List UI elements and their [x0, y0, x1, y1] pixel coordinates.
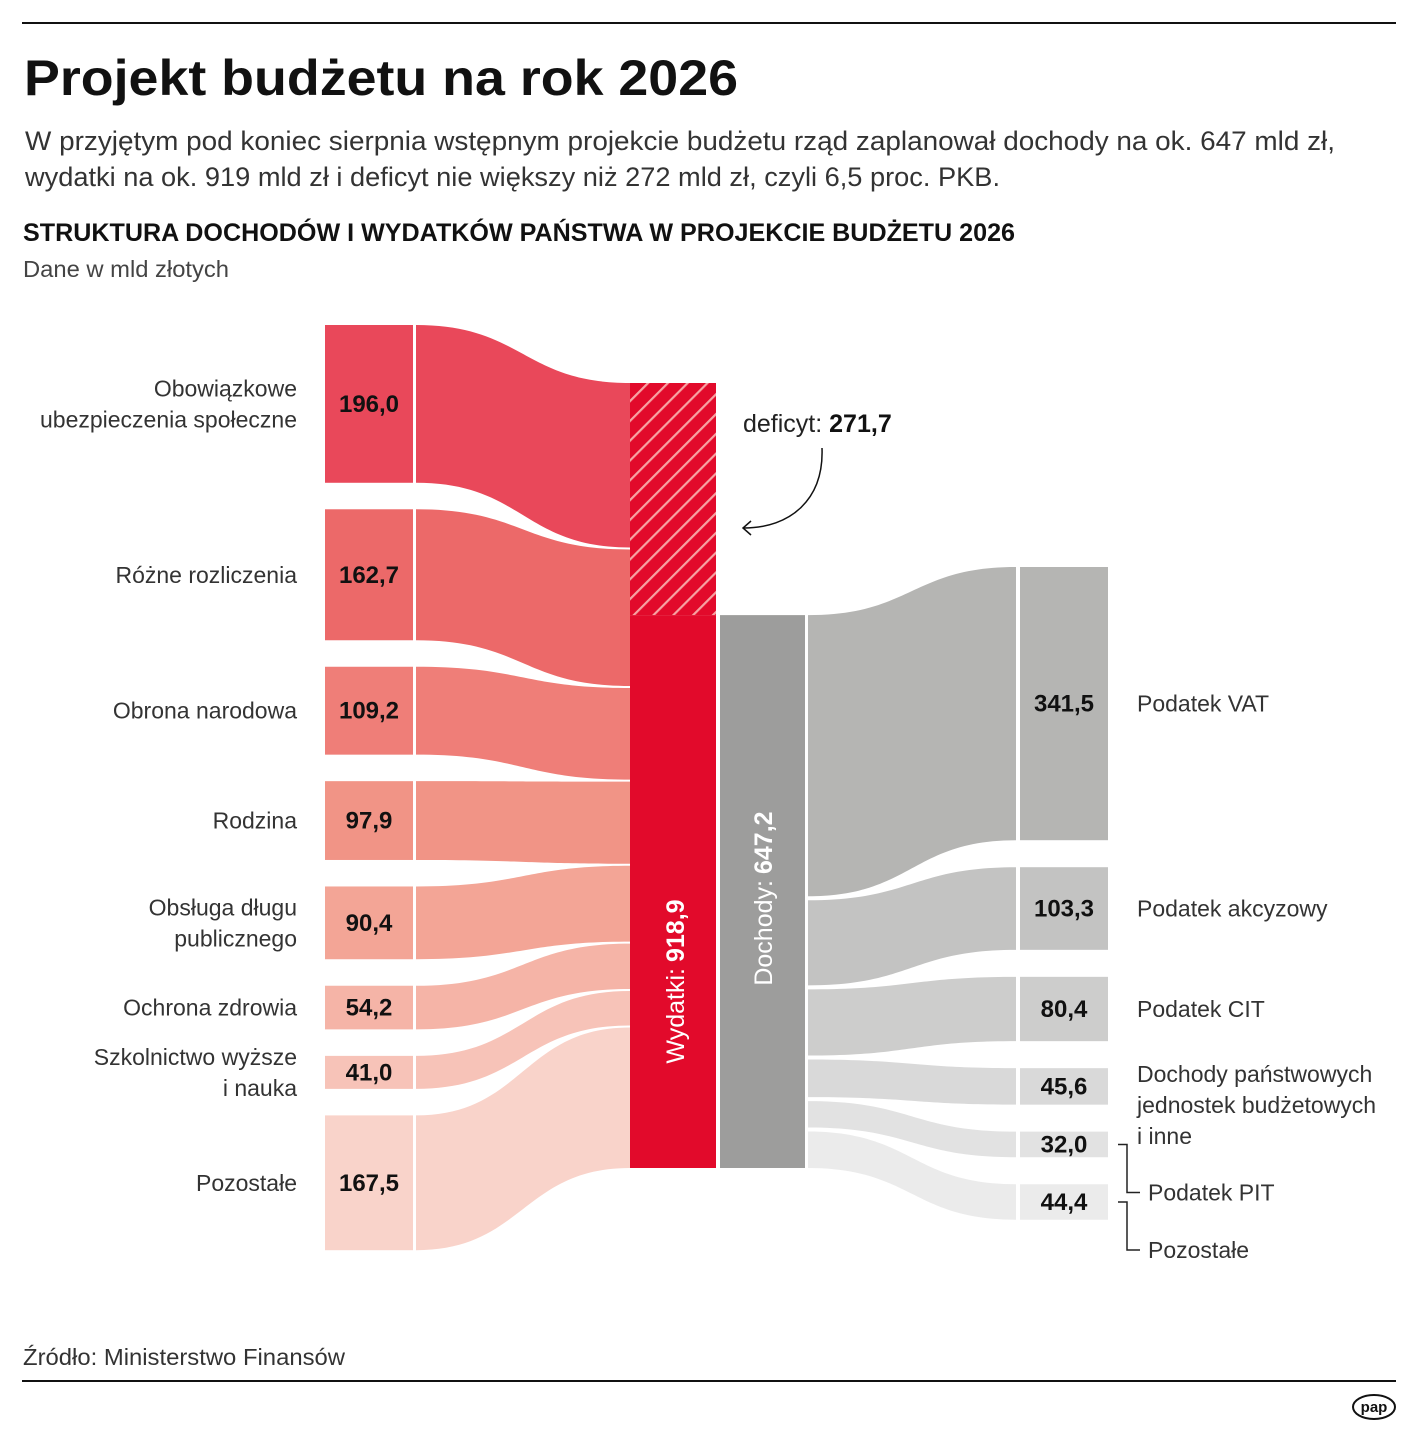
income-node — [1020, 1068, 1108, 1105]
income-node — [1020, 1184, 1108, 1220]
deficit-label: deficyt: 271,7 — [743, 410, 892, 438]
expense-node — [325, 325, 413, 483]
expense-node — [325, 1055, 413, 1089]
expense-flow — [416, 865, 630, 960]
income-total-label: Dochody: 647,2 — [750, 811, 778, 985]
expense-node — [325, 666, 413, 755]
income-flow — [808, 976, 1016, 1056]
expense-category-label: publicznego — [174, 925, 297, 951]
deficit-bar — [630, 383, 716, 616]
income-flow — [808, 1101, 1016, 1158]
income-total-bar — [720, 615, 805, 1168]
income-total-value: 647,2 — [750, 811, 778, 874]
income-node — [1020, 867, 1108, 950]
expense-category-label: Ochrona zdrowia — [123, 995, 297, 1021]
expense-category-label: Rodzina — [213, 808, 298, 834]
expenses-total-value: 918,9 — [662, 899, 690, 962]
expense-category-label: Obowiązkowe — [154, 375, 297, 401]
subtitle-line-2: wydatki na ok. 919 mld zł i deficyt nie … — [24, 162, 1000, 192]
income-flow — [808, 867, 1016, 986]
chart-heading: STRUKTURA DOCHODÓW I WYDATKÓW PAŃSTWA W … — [23, 217, 1015, 247]
expense-value-label: 54,2 — [346, 995, 393, 1022]
income-value-label: 80,4 — [1041, 996, 1088, 1023]
expense-value-label: 41,0 — [346, 1059, 393, 1086]
expense-category-label: i nauka — [223, 1075, 297, 1101]
expenses-total-text: Wydatki: — [662, 968, 690, 1064]
page-title: Projekt budżetu na rok 2026 — [24, 50, 738, 106]
income-category-label: i inne — [1137, 1123, 1192, 1149]
income-value-label: 44,4 — [1041, 1189, 1088, 1216]
unit-note: Dane w mld złotych — [23, 256, 229, 282]
income-value-label: 103,3 — [1034, 896, 1094, 923]
expense-category-label: Szkolnictwo wyższe — [94, 1044, 297, 1070]
income-node — [1020, 567, 1108, 841]
source-note: Źródło: Ministerstwo Finansów — [23, 1344, 345, 1370]
expense-category-label: Różne rozliczenia — [115, 562, 297, 588]
expense-value-label: 109,2 — [339, 698, 399, 725]
income-flow — [808, 1059, 1016, 1105]
expense-value-label: 97,9 — [346, 808, 393, 835]
deficit-value: 271,7 — [829, 410, 892, 438]
expense-category-label: Obrona narodowa — [113, 698, 297, 724]
expense-flow — [416, 991, 630, 1089]
deficit-arrowhead-icon — [741, 520, 752, 536]
income-category-label: jednostek budżetowych — [1136, 1092, 1376, 1118]
deficit-annotation: deficyt: 271,7 — [741, 410, 892, 536]
expense-node — [325, 1115, 413, 1251]
income-flow — [808, 1131, 1016, 1220]
expense-node — [325, 509, 413, 641]
expense-flow — [416, 781, 630, 864]
income-category-label: Dochody państwowych — [1137, 1061, 1372, 1087]
expense-flow — [416, 943, 630, 1030]
expenses-total-bar — [630, 615, 716, 1168]
expenses-total-label: Wydatki: 918,9 — [662, 899, 690, 1063]
expense-flow — [416, 1027, 630, 1251]
income-category-label: Podatek PIT — [1148, 1179, 1275, 1205]
sankey-chart: 196,0 Obowiązkowe ubezpieczenia społeczne 1… — [40, 325, 1376, 1263]
expense-category-label: Obsługa długu — [149, 894, 297, 920]
expense-node — [325, 886, 413, 960]
expense-category-label: ubezpieczenia społeczne — [40, 406, 297, 432]
expense-value-label: 196,0 — [339, 391, 399, 418]
income-category-label: Pozostałe — [1148, 1237, 1249, 1263]
income-total-text: Dochody: — [750, 880, 778, 986]
label-bracket — [1118, 1201, 1140, 1251]
income-flow — [808, 567, 1016, 897]
expense-category-label: Pozostałe — [196, 1170, 297, 1196]
expense-value-label: 90,4 — [346, 910, 393, 937]
income-node — [1020, 976, 1108, 1042]
expense-value-label: 162,7 — [339, 562, 399, 589]
expense-node — [325, 781, 413, 860]
expense-value-label: 167,5 — [339, 1170, 399, 1197]
label-bracket — [1118, 1143, 1140, 1194]
deficit-arrow-icon — [743, 447, 823, 529]
expense-flow — [416, 666, 630, 780]
pap-logo: pap — [1352, 1394, 1396, 1420]
expense-flow — [416, 325, 630, 548]
deficit-label-text: deficyt: — [743, 410, 822, 438]
expense-flow — [416, 509, 630, 686]
income-value-label: 45,6 — [1041, 1073, 1088, 1100]
income-category-label: Podatek VAT — [1137, 691, 1269, 717]
income-node — [1020, 1131, 1108, 1158]
income-value-label: 341,5 — [1034, 691, 1094, 718]
income-value-label: 32,0 — [1041, 1131, 1088, 1158]
income-category-label: Podatek CIT — [1137, 996, 1265, 1022]
subtitle-line-1: W przyjętym pod koniec sierpnia wstępnym… — [25, 126, 1335, 156]
pap-logo-text: pap — [1361, 1399, 1388, 1416]
expense-node — [325, 985, 413, 1030]
income-category-label: Podatek akcyzowy — [1137, 896, 1328, 922]
